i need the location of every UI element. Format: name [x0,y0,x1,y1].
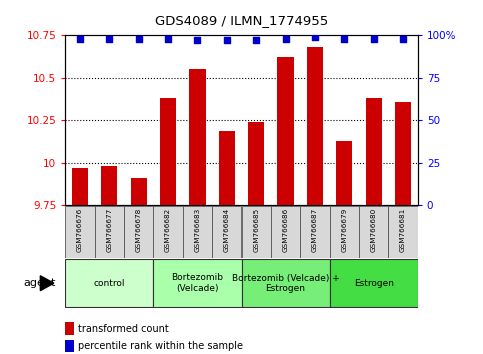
Point [311,34,319,40]
Bar [366,98,382,205]
FancyBboxPatch shape [65,259,154,307]
Bar [130,178,147,205]
Bar [65,340,74,352]
Text: GSM766681: GSM766681 [400,207,406,252]
Text: Bortezomib
(Velcade): Bortezomib (Velcade) [171,274,224,293]
Point [252,38,260,43]
FancyBboxPatch shape [154,259,242,307]
Bar [278,57,294,205]
Bar [248,122,264,205]
Text: control: control [94,279,125,288]
Bar [336,141,353,205]
Text: GSM766676: GSM766676 [77,207,83,252]
Bar [219,131,235,205]
FancyBboxPatch shape [124,206,153,258]
FancyBboxPatch shape [242,206,271,258]
Bar [395,102,411,205]
Text: agent: agent [23,278,56,288]
Bar [65,322,74,335]
Bar [189,69,205,205]
Point [223,38,231,43]
Point [135,36,142,42]
Text: Estrogen: Estrogen [354,279,394,288]
Bar [160,98,176,205]
FancyBboxPatch shape [271,206,300,258]
Point [194,38,201,43]
FancyBboxPatch shape [183,206,212,258]
Text: GSM766687: GSM766687 [312,207,318,252]
Bar [101,166,117,205]
FancyBboxPatch shape [330,206,359,258]
Text: GSM766685: GSM766685 [253,207,259,252]
Text: percentile rank within the sample: percentile rank within the sample [78,341,242,351]
Point [341,36,348,42]
FancyBboxPatch shape [300,206,329,258]
Text: GSM766684: GSM766684 [224,207,230,252]
Text: GSM766677: GSM766677 [106,207,112,252]
Point [399,36,407,42]
Text: GSM766686: GSM766686 [283,207,288,252]
Text: GSM766678: GSM766678 [136,207,142,252]
Text: GSM766680: GSM766680 [371,207,377,252]
FancyBboxPatch shape [95,206,124,258]
Text: transformed count: transformed count [78,324,168,333]
FancyBboxPatch shape [65,206,95,258]
Text: GSM766679: GSM766679 [341,207,347,252]
Point [370,36,378,42]
Point [105,36,113,42]
Point [282,36,289,42]
Text: GDS4089 / ILMN_1774955: GDS4089 / ILMN_1774955 [155,14,328,27]
Polygon shape [41,276,54,291]
Bar [307,47,323,205]
FancyBboxPatch shape [212,206,242,258]
FancyBboxPatch shape [388,206,418,258]
Point [76,36,84,42]
Text: Bortezomib (Velcade) +
Estrogen: Bortezomib (Velcade) + Estrogen [232,274,340,293]
Point [164,36,172,42]
Text: GSM766682: GSM766682 [165,207,171,252]
FancyBboxPatch shape [359,206,388,258]
Bar [72,168,88,205]
FancyBboxPatch shape [329,259,418,307]
Text: GSM766683: GSM766683 [195,207,200,252]
FancyBboxPatch shape [242,259,329,307]
FancyBboxPatch shape [154,206,183,258]
